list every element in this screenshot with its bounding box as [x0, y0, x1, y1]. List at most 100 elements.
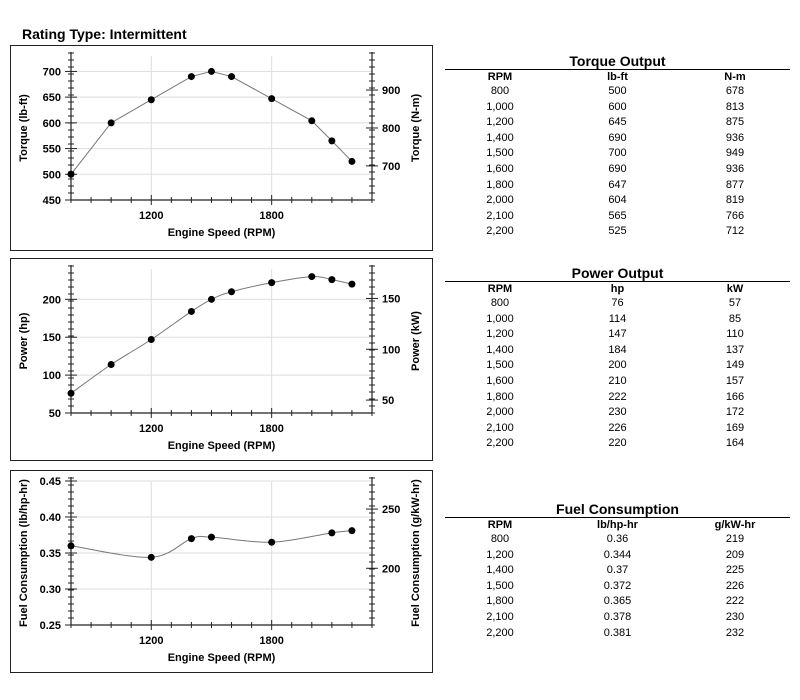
- x-axis-label: Engine Speed (RPM): [168, 652, 276, 664]
- x-tick-label: 1200: [139, 210, 163, 222]
- power-chart-svg: 1200 1800 50 100 150 200 50 100 150 Engine Speed …: [18, 265, 422, 452]
- table-cell: 1,200: [486, 116, 514, 129]
- table-row: 2,200 525 712: [445, 224, 790, 240]
- table-cell: 219: [725, 533, 745, 545]
- table-row: 2,100 0.378 230: [445, 610, 790, 626]
- table-cell: 0.381: [603, 626, 632, 639]
- data-point: [268, 95, 276, 103]
- table-cell: 1,000: [486, 312, 514, 325]
- x-tick-label: 1200: [139, 423, 163, 435]
- y-tick-label: 50: [49, 408, 61, 420]
- table-cell: 225: [725, 564, 745, 577]
- table-cell: 1,600: [486, 374, 514, 387]
- data-point: [67, 389, 75, 397]
- y-tick-label: 0.45: [40, 476, 61, 488]
- data-point: [328, 529, 336, 537]
- table-row: 2,100 565 766: [445, 209, 790, 225]
- table-cell: 936: [725, 162, 745, 175]
- table-row: 1,200 147 110: [445, 327, 790, 343]
- fuel-chart: 1200 1800 0.25 0.30 0.35 0.40 0.45 200 250 Engine…: [10, 470, 433, 673]
- table-title: Power Output: [571, 265, 664, 281]
- y-axis-label: Fuel Consumption (lb/hp-hr): [18, 479, 30, 627]
- table-row: 1,000 600 813: [445, 100, 790, 116]
- data-point: [67, 170, 75, 178]
- table-cell: 500: [608, 85, 627, 97]
- table-cell: 2,200: [486, 626, 514, 639]
- y2-tick-label: 800: [382, 123, 400, 135]
- table-cell: 0.365: [603, 595, 632, 608]
- y2-tick-label: 700: [382, 161, 400, 173]
- table-cell: 813: [725, 100, 745, 113]
- table-cell: 0.344: [603, 548, 632, 561]
- table-cell: 949: [725, 147, 745, 160]
- y-tick-label: 0.25: [40, 620, 61, 632]
- power-chart: 1200 1800 50 100 150 200 50 100 150 Engine Speed …: [10, 258, 433, 461]
- column-header: N-m: [724, 71, 746, 83]
- torque-chart: 1200 1800 450 500 550 600 650 700 700 800 900 Engin…: [10, 45, 433, 251]
- table-row: 800 500 678: [445, 84, 790, 100]
- table-cell: 1,800: [486, 390, 514, 403]
- data-point: [147, 96, 155, 104]
- table-cell: 875: [725, 116, 745, 129]
- table-cell: 226: [608, 421, 627, 434]
- table-cell: 1,800: [486, 178, 514, 191]
- table-row: 1,400 0.37 225: [445, 563, 790, 579]
- data-point: [147, 335, 155, 343]
- data-point: [187, 307, 195, 315]
- data-point: [147, 553, 155, 561]
- data-point: [268, 538, 276, 546]
- table-row: 1,000 114 85: [445, 312, 790, 328]
- table-header: RPM lb/hp-hr g/kW-hr: [445, 517, 790, 532]
- table-cell: 1,000: [486, 100, 514, 113]
- table-cell: 1,500: [486, 579, 514, 592]
- column-header: lb/hp-hr: [597, 519, 638, 531]
- y-tick-label: 450: [43, 195, 61, 207]
- table-cell: 222: [608, 390, 627, 403]
- table-row: 1,500 0.372 226: [445, 579, 790, 595]
- table-cell: 0.372: [603, 579, 632, 592]
- y-tick-label: 550: [43, 144, 61, 156]
- table-cell: 1,400: [486, 131, 514, 144]
- table-cell: 210: [608, 374, 627, 387]
- table-cell: 877: [725, 178, 745, 191]
- table-cell: 169: [725, 421, 745, 434]
- data-point: [328, 137, 336, 145]
- table-cell: 647: [608, 178, 627, 191]
- table-cell: 1,500: [486, 147, 514, 160]
- data-point: [348, 157, 356, 165]
- y2-tick-label: 50: [382, 395, 394, 407]
- table-cell: 57: [728, 297, 742, 309]
- table-row: 1,800 647 877: [445, 178, 790, 194]
- y-axis-label: Power (hp): [18, 312, 30, 369]
- y2-axis-label: Fuel Consumption (g/kW-hr): [410, 479, 422, 627]
- table-row: 1,800 222 166: [445, 390, 790, 406]
- table-cell: 678: [725, 85, 745, 97]
- table-cell: 700: [608, 147, 627, 160]
- data-point: [348, 527, 356, 535]
- data-point: [228, 73, 236, 81]
- table-row: 2,100 226 169: [445, 421, 790, 437]
- table-cell: 2,200: [486, 437, 514, 450]
- table-cell: 2,000: [486, 406, 514, 419]
- rating-type-heading: Rating Type: Intermittent: [22, 26, 187, 42]
- y-tick-label: 0.40: [40, 512, 61, 524]
- table-cell: 200: [608, 359, 627, 372]
- table-row: 2,000 230 172: [445, 405, 790, 421]
- table-cell: 1,800: [486, 595, 514, 608]
- table-cell: 1,600: [486, 162, 514, 175]
- table-cell: 147: [608, 328, 627, 341]
- series-line: [70, 276, 353, 394]
- table-cell: 166: [725, 390, 745, 403]
- table-cell: 712: [725, 225, 745, 238]
- x-axis-label: Engine Speed (RPM): [168, 440, 276, 452]
- table-cell: 600: [608, 100, 627, 113]
- table-row: 800 0.36 219: [445, 532, 790, 548]
- table-row: 800 76 57: [445, 296, 790, 312]
- table-title: Fuel Consumption: [556, 501, 679, 517]
- y2-tick-label: 200: [382, 563, 400, 575]
- table-row: 1,200 0.344 209: [445, 548, 790, 564]
- table-row: 1,600 690 936: [445, 162, 790, 178]
- table-row: 1,500 700 949: [445, 146, 790, 162]
- data-point: [207, 533, 215, 541]
- table-row: 1,400 184 137: [445, 343, 790, 359]
